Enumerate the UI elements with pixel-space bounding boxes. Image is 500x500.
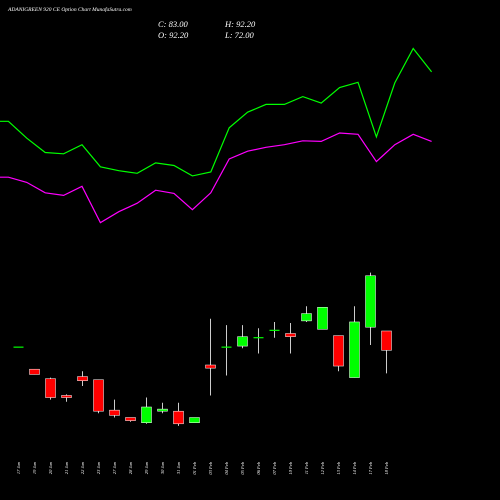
candle-body: [381, 330, 392, 351]
x-tick-label: 12 Feb: [320, 461, 325, 474]
x-tick-label: 21 Jan: [64, 461, 69, 474]
candle-body: [109, 409, 120, 416]
x-tick-label: 10 Feb: [288, 461, 293, 474]
x-tick-label: 29 Jan: [144, 461, 149, 474]
x-tick-label: 28 Jan: [128, 461, 133, 474]
x-tick-label: 05 Feb: [240, 461, 245, 474]
x-tick-label: 06 Feb: [256, 461, 261, 474]
x-tick-label: 31 Jan: [176, 461, 181, 474]
x-tick-label: 17 Jan: [16, 461, 21, 474]
x-tick-label: 11 Feb: [304, 461, 309, 474]
candle-body: [349, 321, 360, 378]
candle-body: [301, 313, 312, 322]
candle-body: [173, 410, 184, 425]
candle-body: [125, 417, 136, 421]
candle-body: [93, 379, 104, 412]
candle-body: [77, 376, 88, 381]
x-tick-label: 14 Feb: [352, 461, 357, 474]
close-readout: C: 83.00: [158, 19, 188, 29]
x-tick-label: 20 Jan: [48, 461, 53, 474]
candle-body: [45, 378, 56, 398]
low-readout: L: 72.00: [225, 30, 254, 40]
x-tick-label: 18 Feb: [384, 461, 389, 474]
candle-body: [61, 395, 72, 398]
x-tick-label: 23 Jan: [96, 461, 101, 474]
candle-body: [285, 333, 296, 337]
candle-body: [317, 307, 328, 330]
x-tick-label: 30 Jan: [160, 461, 165, 474]
x-tick-label: 04 Feb: [224, 461, 229, 474]
x-tick-label: 01 Feb: [192, 461, 197, 474]
x-tick-label: 03 Feb: [208, 461, 213, 474]
candle-body: [205, 364, 216, 369]
x-tick-label: 17 Feb: [368, 461, 373, 474]
chart-title: ADANIGREEN 920 CE Option Chart MunafaSut…: [8, 7, 132, 13]
candle-body: [365, 275, 376, 328]
x-tick-label: 13 Feb: [336, 461, 341, 474]
candle-body: [333, 335, 344, 367]
candle-body: [237, 336, 248, 347]
candle-body: [157, 408, 168, 412]
overlay-line-1: [0, 47, 433, 177]
candle-body: [189, 417, 200, 423]
candle-body: [141, 406, 152, 423]
open-readout: O: 92.20: [158, 30, 189, 40]
overlay-line-2: [0, 132, 432, 224]
candle-body: [29, 368, 40, 375]
x-tick-label: 27 Jan: [112, 461, 117, 474]
x-tick-label: 19 Jan: [32, 461, 37, 474]
x-tick-label: 07 Feb: [272, 461, 277, 474]
high-readout: H: 92.20: [225, 19, 256, 29]
x-tick-label: 22 Jan: [80, 461, 85, 474]
